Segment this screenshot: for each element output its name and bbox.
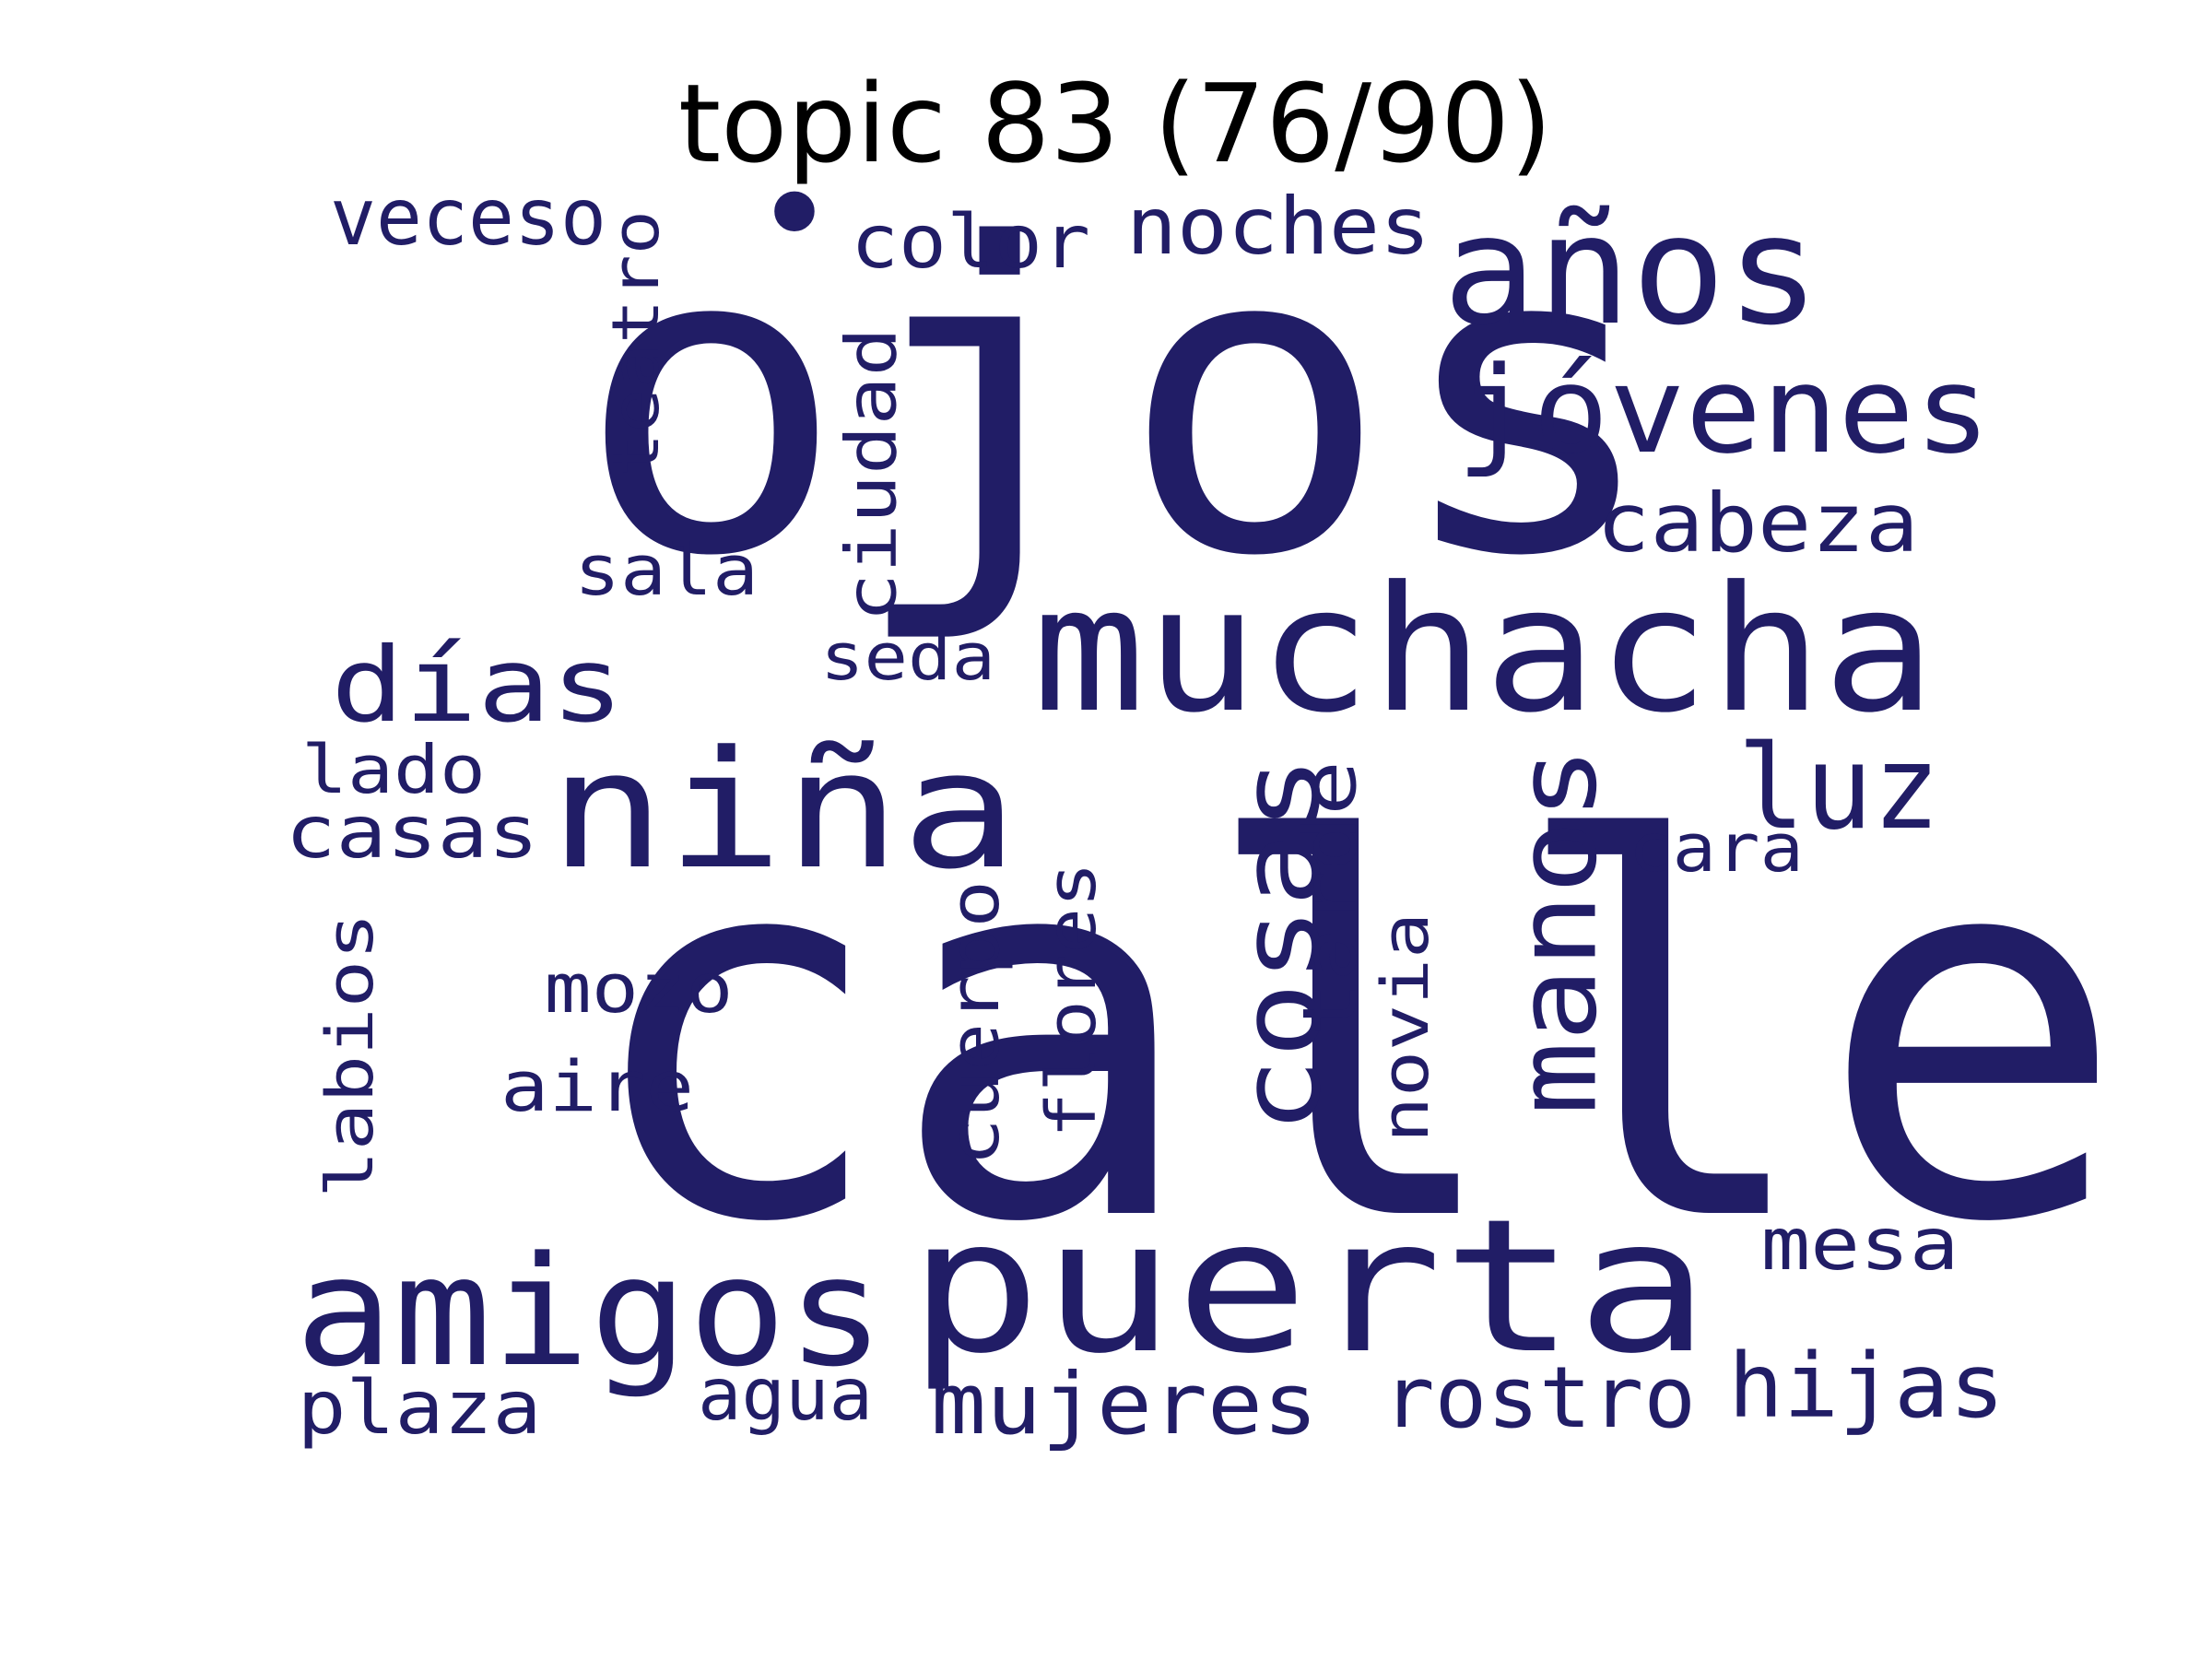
word-mozo: mozo (545, 949, 734, 1029)
word-luz: luz (1737, 720, 1940, 855)
word-noches: noches (1126, 181, 1430, 273)
word-cabeza: cabeza (1596, 476, 1919, 571)
word-novia: novia (1368, 912, 1443, 1143)
word-cuerpo: cuerpo (935, 880, 1015, 1166)
word-hijas: hijas (1728, 1335, 2005, 1438)
word-ojos: ojos (575, 156, 1663, 649)
word-rostro: rostro (1382, 1348, 1696, 1447)
word-amigos: amigos (295, 1224, 885, 1400)
word-agua: agua (698, 1354, 873, 1437)
word-muchacha: muchacha (1032, 549, 1936, 751)
word-dot: • (753, 135, 836, 296)
cloud-title: topic 83 (76/90) (678, 60, 1552, 187)
word-nina: niña (548, 716, 1018, 905)
word-calle: calle (579, 735, 2127, 1335)
word-jovenes: jóvenes (1456, 340, 1991, 480)
word-seda: seda (820, 619, 995, 695)
word-aire: aire (500, 1045, 694, 1127)
word-veceso: veceso (330, 171, 606, 264)
word-manos: manos (1494, 747, 1622, 1115)
word-puerta: puerta (908, 1180, 1710, 1394)
word-labios: labios (312, 912, 388, 1198)
word-plaza: plaza (298, 1365, 542, 1451)
word-flores: flores (1032, 862, 1112, 1138)
word-anos: años (1442, 182, 1820, 359)
word-mujeres: mujeres (931, 1355, 1318, 1453)
word-cosas: cosas (1218, 756, 1346, 1134)
word-tarde: tarde (1288, 760, 1373, 1037)
word-sala: sala (574, 529, 759, 611)
word-teatro: teatro (598, 210, 674, 477)
word-color: color (851, 199, 1090, 285)
word-casas: casas (286, 792, 539, 875)
word-mesa: mesa (1761, 1204, 1959, 1287)
word-lado: lado (301, 731, 486, 808)
word-dias: días (331, 626, 624, 746)
word-ciudad: ciudad (830, 327, 912, 622)
word-cara: cara (1629, 809, 1804, 887)
